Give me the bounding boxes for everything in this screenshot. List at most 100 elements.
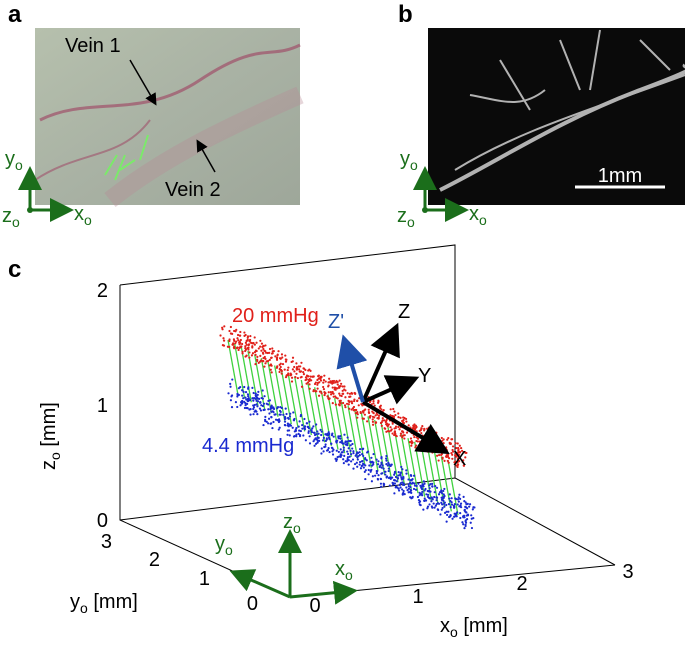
dot (298, 420, 301, 423)
dot (252, 407, 255, 411)
label-main: x (469, 203, 479, 225)
dot (312, 375, 315, 378)
label-sub: o (84, 212, 92, 228)
axis-label: yo (5, 148, 23, 173)
label-sub: o (410, 157, 418, 173)
dot (278, 357, 282, 360)
dot (440, 444, 443, 447)
dot (408, 441, 412, 444)
dot (304, 368, 307, 372)
dot (432, 448, 435, 451)
dot (360, 402, 363, 406)
dot (458, 444, 461, 447)
dot (313, 382, 317, 386)
dot (241, 352, 244, 355)
frame-label: X (453, 448, 466, 470)
dot (349, 444, 352, 447)
dot (397, 474, 400, 477)
dot (248, 340, 251, 343)
dot (356, 456, 359, 459)
dot (271, 410, 274, 413)
dot (462, 523, 465, 526)
dot (386, 464, 389, 467)
dot (468, 503, 472, 506)
dot (340, 451, 343, 454)
dot (239, 338, 242, 342)
frame-label: Z (398, 301, 410, 323)
needle-mark (104, 134, 149, 181)
dot (362, 462, 365, 465)
label-main: x (335, 558, 345, 580)
link (407, 438, 419, 494)
dot (389, 429, 393, 432)
dot (326, 395, 329, 398)
label-sub: o (15, 157, 23, 173)
link (340, 401, 352, 457)
dot (278, 363, 281, 367)
dot (262, 344, 265, 347)
dot (468, 505, 471, 508)
dot (372, 452, 375, 456)
dot (259, 409, 263, 412)
vein (39, 43, 301, 122)
dot (453, 502, 456, 506)
dot (380, 421, 383, 424)
dot (428, 503, 431, 506)
dot (442, 438, 445, 441)
dot (346, 456, 350, 459)
label-main: z (283, 511, 293, 533)
panel-letter: c (8, 256, 21, 283)
dot (262, 423, 265, 427)
dot (297, 368, 301, 371)
label-unit: [mm] (38, 402, 60, 452)
dot (320, 433, 323, 437)
link (427, 448, 439, 505)
dot (271, 347, 274, 350)
dot (264, 418, 267, 421)
dot (229, 325, 232, 329)
link (367, 416, 379, 472)
dot (414, 427, 417, 430)
dot (362, 411, 365, 414)
dot (387, 461, 390, 464)
dot (432, 434, 435, 437)
dot (426, 427, 429, 430)
dot (239, 330, 242, 334)
dot (309, 375, 312, 378)
dot (308, 442, 312, 445)
dot (323, 393, 326, 397)
dot (403, 434, 406, 437)
dot (445, 503, 448, 507)
dot (286, 433, 289, 436)
dot (366, 450, 370, 453)
dot (381, 472, 384, 475)
dot (423, 499, 426, 502)
label-unit: [mm] (88, 591, 138, 613)
dot (308, 387, 311, 390)
link (440, 456, 452, 512)
dot (268, 412, 271, 415)
dot (415, 484, 418, 488)
dot (259, 339, 262, 342)
dot (290, 380, 294, 383)
dot (305, 422, 309, 425)
dot (327, 431, 330, 434)
dot (437, 450, 440, 453)
dot (312, 425, 315, 428)
dot (277, 420, 281, 424)
dot (430, 505, 433, 508)
dot (364, 469, 367, 472)
dot (372, 412, 375, 415)
dot (269, 422, 272, 425)
dot (304, 425, 307, 428)
dot (283, 368, 286, 371)
label-sub: o (479, 212, 487, 228)
axis-label: zo (2, 205, 20, 230)
dot (300, 385, 304, 388)
dot (399, 434, 402, 437)
dot (356, 399, 359, 403)
dot (385, 475, 388, 478)
dot (448, 457, 451, 460)
dot (414, 424, 417, 427)
